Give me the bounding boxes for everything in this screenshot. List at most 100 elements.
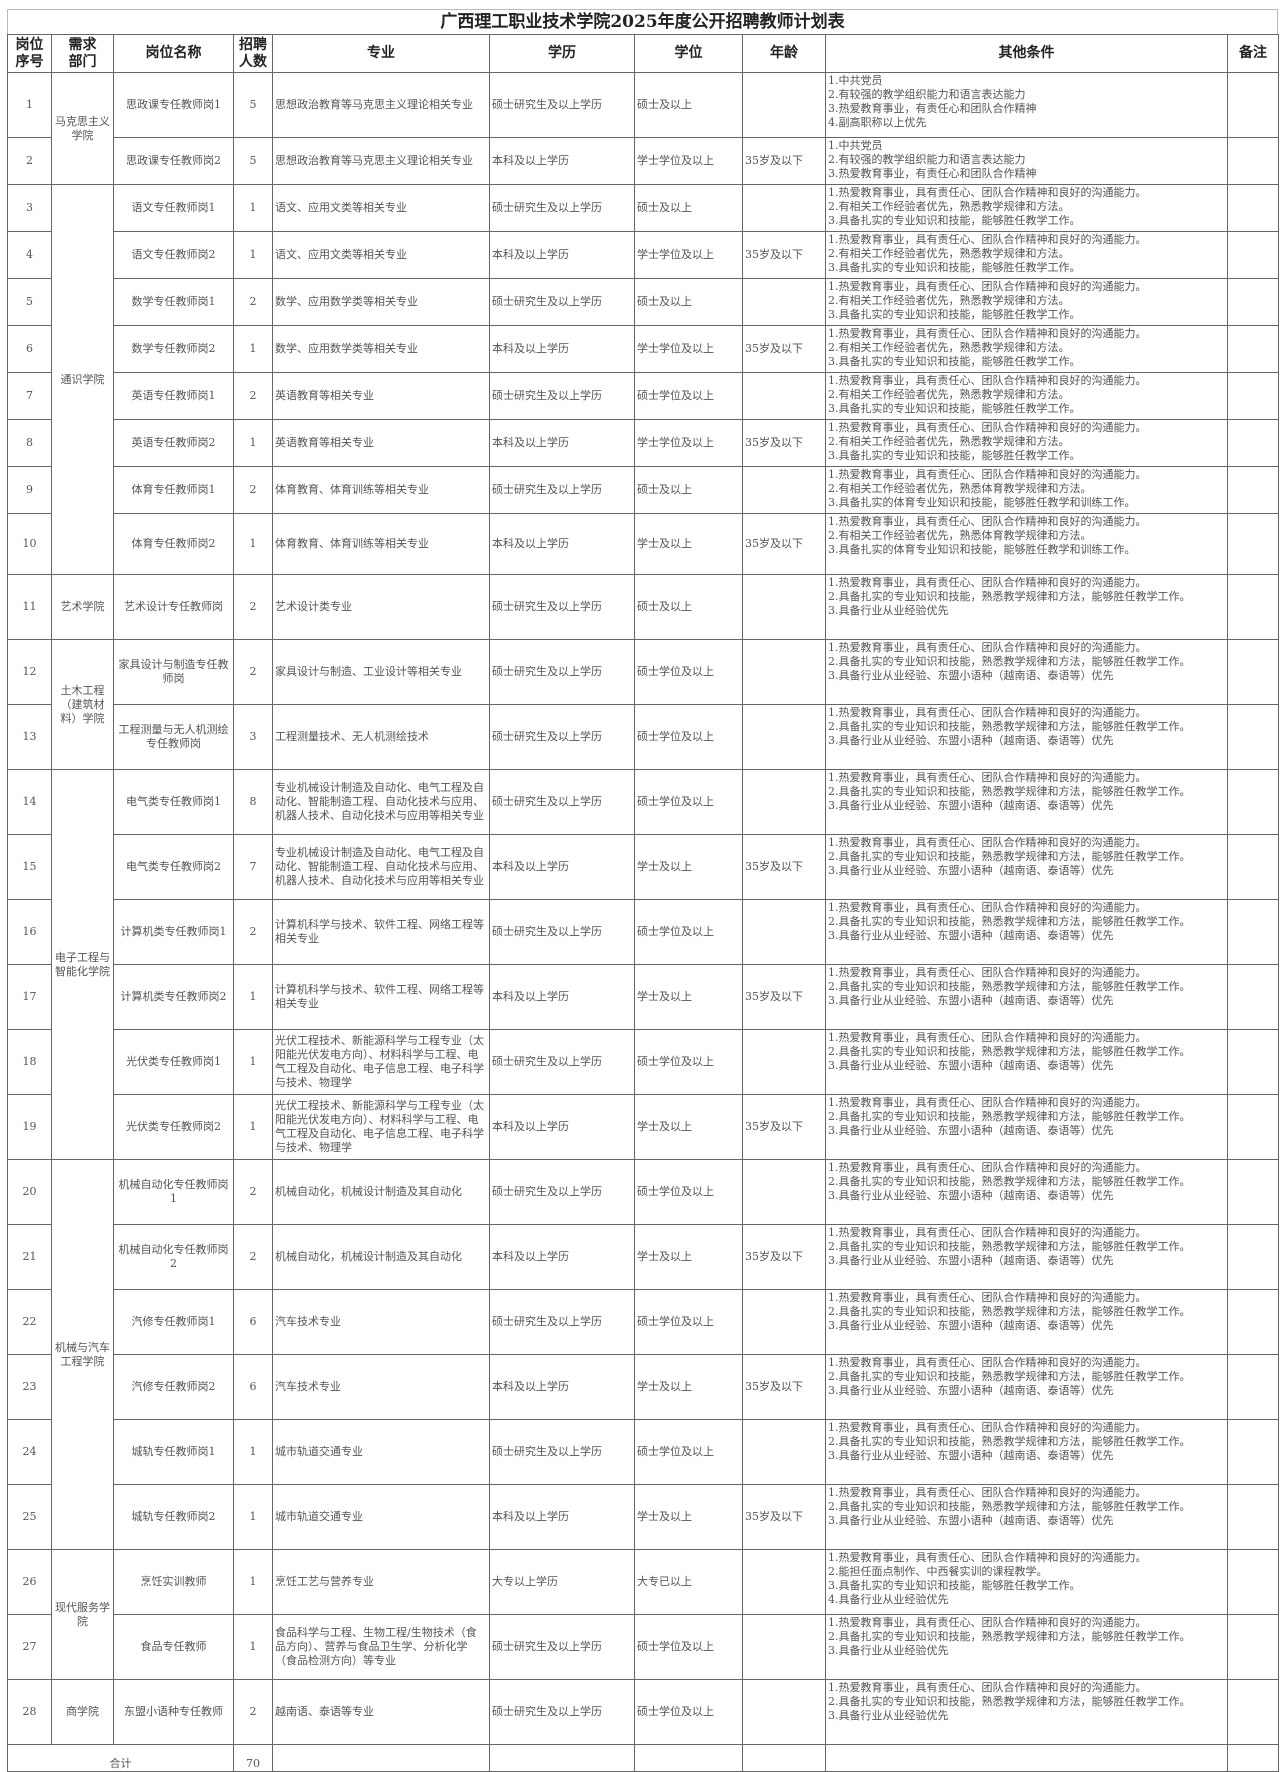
major-cell: 思想政治教育等马克思主义理论相关专业 [272, 72, 490, 138]
row-number: 10 [7, 513, 52, 575]
major-cell: 英语教育等相关专业 [272, 372, 490, 420]
major-cell: 语文、应用文类等相关专业 [272, 231, 490, 279]
age-requirement: 35岁及以下 [742, 1354, 826, 1420]
age-requirement: 35岁及以下 [742, 231, 826, 279]
table-row: 1 马克思主义学院 思政课专任教师岗1 5 思想政治教育等马克思主义理论相关专业 硕士研究… [7, 72, 1279, 185]
education-requirement: 本科及以上学历 [489, 834, 635, 900]
department-cell: 电子工程与智能化学院 [51, 769, 114, 1160]
education-requirement: 硕士研究生及以上学历 [489, 899, 635, 965]
remarks-cell [1227, 513, 1279, 575]
position-name: 英语专任教师岗2 [113, 419, 234, 467]
hiring-count: 1 [233, 1549, 273, 1615]
degree-requirement: 学士学位及以上 [634, 231, 743, 279]
row-number: 1 [7, 72, 52, 138]
other-conditions: 1.热爱教育事业，具有责任心、团队合作精神和良好的沟通能力。 2.具备扎实的专业… [825, 1094, 1228, 1160]
remarks-cell [1227, 1159, 1279, 1225]
total-empty-cell [742, 1744, 826, 1772]
degree-requirement: 学士及以上 [634, 1094, 743, 1160]
remarks-cell [1227, 1029, 1279, 1095]
total-empty-cell [489, 1744, 635, 1772]
hiring-count: 2 [233, 574, 273, 640]
other-conditions: 1.热爱教育事业，具有责任心、团队合作精神和良好的沟通能力。 2.具备扎实的专业… [825, 1224, 1228, 1290]
hiring-count: 2 [233, 1224, 273, 1290]
position-name: 语文专任教师岗2 [113, 231, 234, 279]
education-requirement: 硕士研究生及以上学历 [489, 466, 635, 514]
degree-requirement: 硕士及以上 [634, 278, 743, 326]
major-text: 机械自动化，机械设计制造及其自动化 [275, 1185, 462, 1198]
age-requirement [742, 639, 826, 705]
major-cell: 城市轨道交通专业 [272, 1419, 490, 1485]
position-name: 体育专任教师岗1 [113, 466, 234, 514]
other-conditions: 1.热爱教育事业，具有责任心、团队合作精神和良好的沟通能力。 2.有相关工作经验… [825, 278, 1228, 326]
position-name: 家具设计与制造专任教师岗 [113, 639, 234, 705]
remarks-cell [1227, 1289, 1279, 1355]
major-cell: 艺术设计类专业 [272, 574, 490, 640]
remarks-cell [1227, 1679, 1279, 1745]
row-number: 8 [7, 419, 52, 467]
row-number: 5 [7, 278, 52, 326]
row-number: 26 [7, 1549, 52, 1615]
remarks-cell [1227, 1484, 1279, 1550]
major-text: 思想政治教育等马克思主义理论相关专业 [275, 154, 473, 167]
degree-requirement: 硕士学位及以上 [634, 639, 743, 705]
major-text: 越南语、泰语等专业 [275, 1705, 374, 1718]
major-text: 城市轨道交通专业 [275, 1445, 363, 1458]
remarks-cell [1227, 1419, 1279, 1485]
education-requirement: 本科及以上学历 [489, 325, 635, 373]
major-text: 家具设计与制造、工业设计等相关专业 [275, 665, 462, 678]
row-number: 21 [7, 1224, 52, 1290]
education-requirement: 硕士研究生及以上学历 [489, 1614, 635, 1680]
recruitment-plan-document: 广西理工职业技术学院2025年度公开招聘教师计划表 岗位 序号 需求 部门 岗位… [7, 9, 1279, 1772]
age-requirement: 35岁及以下 [742, 1224, 826, 1290]
degree-requirement: 学士及以上 [634, 1354, 743, 1420]
hiring-count: 3 [233, 704, 273, 770]
education-requirement: 大专以上学历 [489, 1549, 635, 1615]
position-name: 数学专任教师岗1 [113, 278, 234, 326]
education-requirement: 本科及以上学历 [489, 964, 635, 1030]
remarks-cell [1227, 184, 1279, 232]
major-text: 艺术设计类专业 [275, 600, 352, 613]
education-requirement: 本科及以上学历 [489, 513, 635, 575]
major-text: 工程测量技术、无人机测绘技术 [275, 730, 429, 743]
row-number: 9 [7, 466, 52, 514]
age-requirement [742, 184, 826, 232]
education-requirement: 本科及以上学历 [489, 1354, 635, 1420]
degree-requirement: 学士及以上 [634, 513, 743, 575]
education-requirement: 硕士研究生及以上学历 [489, 1159, 635, 1225]
department-cell: 艺术学院 [51, 574, 114, 640]
degree-requirement: 硕士学位及以上 [634, 1159, 743, 1225]
degree-requirement: 学士及以上 [634, 1224, 743, 1290]
table-row: 25 城轨专任教师岗2 1 城市轨道交通专业 本科及以上学历 学士及以上 35岁及以下 1.热… [7, 1484, 1279, 1550]
hiring-count: 7 [233, 834, 273, 900]
degree-requirement: 硕士学位及以上 [634, 1614, 743, 1680]
major-cell: 专业机械设计制造及自动化、电气工程及自动化、智能制造工程、自动化技术与应用、机器… [272, 769, 490, 835]
other-conditions: 1.热爱教育事业，具有责任心、团队合作精神和良好的沟通能力。 2.能担任面点制作… [825, 1549, 1228, 1615]
education-requirement: 硕士研究生及以上学历 [489, 184, 635, 232]
age-requirement: 35岁及以下 [742, 419, 826, 467]
table-row: 13 工程测量与无人机测绘专任教师岗 3 工程测量技术、无人机测绘技术 硕士研究生及以上… [7, 704, 1279, 770]
header-conditions: 其他条件 [825, 34, 1228, 73]
hiring-count: 1 [233, 1614, 273, 1680]
position-name: 体育专任教师岗2 [113, 513, 234, 575]
remarks-cell [1227, 639, 1279, 705]
table-row: 9 体育专任教师岗1 2 体育教育、体育训练等相关专业 硕士研究生及以上学历 硕士及以上 1… [7, 466, 1279, 514]
hiring-count: 1 [233, 231, 273, 279]
header-education: 学历 [489, 34, 635, 73]
major-text: 食品科学与工程、生物工程/生物技术（食品方向）、营养与食品卫生学、分析化学（食品… [275, 1626, 477, 1667]
remarks-cell [1227, 574, 1279, 640]
education-requirement: 硕士研究生及以上学历 [489, 574, 635, 640]
total-row: 合计 70 [7, 1744, 1279, 1772]
major-text: 体育教育、体育训练等相关专业 [275, 537, 429, 550]
hiring-count: 2 [233, 1679, 273, 1745]
table-row: 17 计算机类专任教师岗2 1 计算机科学与技术、软件工程、网络工程等相关专业 本科及以… [7, 964, 1279, 1030]
degree-requirement: 硕士学位及以上 [634, 1029, 743, 1095]
major-cell: 专业机械设计制造及自动化、电气工程及自动化、智能制造工程、自动化技术与应用、机器… [272, 834, 490, 900]
major-text: 汽车技术专业 [275, 1380, 341, 1393]
age-requirement [742, 899, 826, 965]
department-cell: 马克思主义学院 [51, 72, 114, 185]
header-major: 专业 [272, 34, 490, 73]
row-number: 23 [7, 1354, 52, 1420]
other-conditions: 1.热爱教育事业，具有责任心、团队合作精神和良好的沟通能力。 2.具备扎实的专业… [825, 639, 1228, 705]
table-body: 1 马克思主义学院 思政课专任教师岗1 5 思想政治教育等马克思主义理论相关专业 硕士研究… [7, 72, 1279, 1772]
hiring-count: 2 [233, 639, 273, 705]
